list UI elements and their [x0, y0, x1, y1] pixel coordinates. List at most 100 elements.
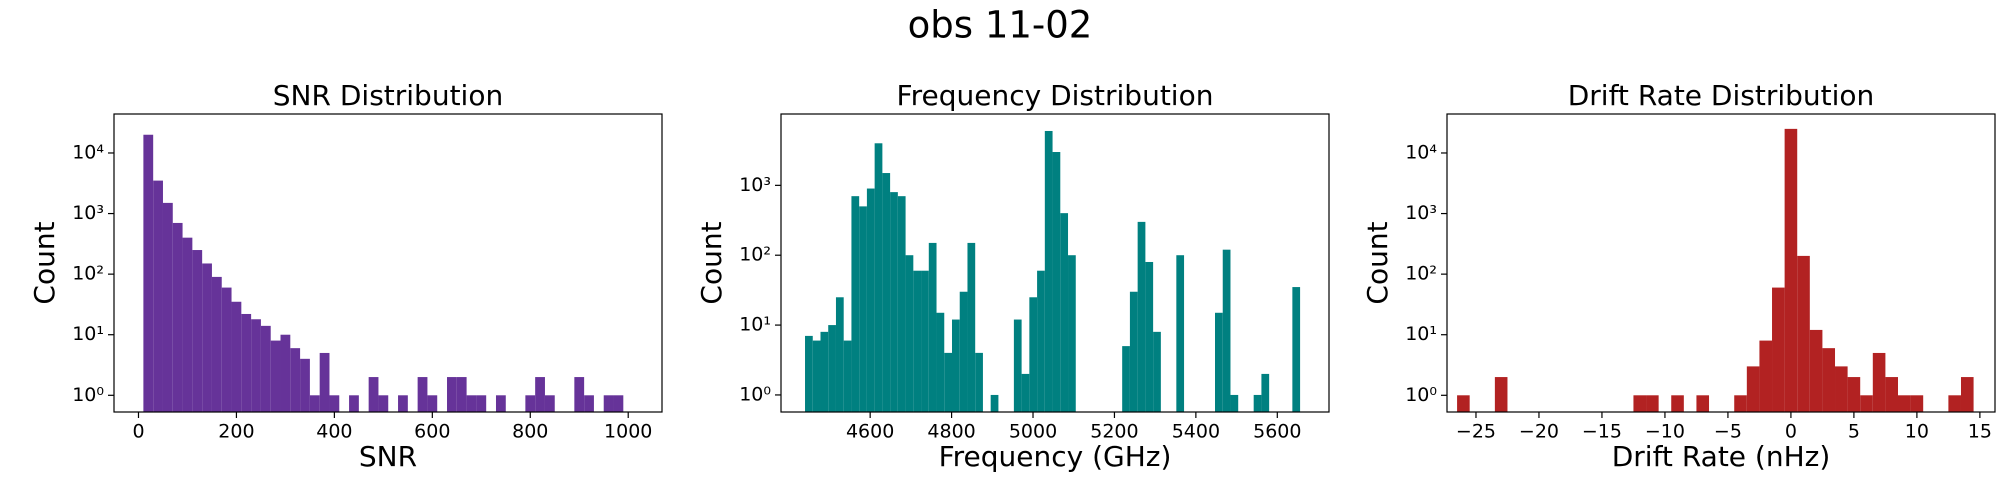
bar — [1948, 395, 1961, 412]
bar — [1860, 395, 1873, 412]
x-tick-label: 0 — [1785, 421, 1797, 443]
bar — [1734, 395, 1747, 412]
bar — [951, 319, 960, 412]
bar — [1960, 377, 1974, 412]
y-axis-label: Count — [1361, 221, 1394, 304]
bar — [1044, 130, 1053, 412]
bar — [211, 276, 222, 412]
y-tick-label: 10⁰ — [1405, 384, 1437, 406]
x-axis-label: SNR — [359, 440, 417, 473]
x-tick-label: −10 — [1645, 421, 1685, 443]
axes-frame — [113, 113, 663, 413]
bar — [613, 395, 624, 412]
bar — [1910, 395, 1924, 412]
bar — [495, 395, 506, 412]
y-tick-label: 10² — [72, 263, 104, 285]
bar — [417, 377, 428, 412]
x-tick-label: 5200 — [1090, 421, 1138, 443]
bar — [349, 395, 359, 412]
bar — [202, 263, 212, 412]
bar — [368, 377, 379, 412]
bar — [574, 377, 585, 412]
x-tick-label: −15 — [1582, 421, 1622, 443]
bar — [843, 340, 852, 412]
bar — [1696, 395, 1710, 412]
y-tick-label: 10¹ — [72, 323, 104, 345]
bar — [990, 394, 999, 412]
y-axis-label: Count — [28, 221, 61, 304]
bar — [1021, 373, 1030, 412]
bar — [378, 395, 389, 412]
axes-title: Frequency Distribution — [897, 79, 1214, 112]
bar — [812, 340, 821, 412]
bar — [535, 377, 545, 412]
bar — [1013, 319, 1022, 412]
y-tick-label: 10³ — [1405, 202, 1437, 224]
bar — [251, 319, 261, 412]
x-tick-label: 5000 — [1009, 421, 1057, 443]
bar — [1897, 395, 1911, 412]
bar — [231, 301, 242, 412]
bar — [1494, 377, 1508, 412]
y-tick-label: 10³ — [739, 174, 771, 196]
bar — [1230, 394, 1239, 412]
bar — [1671, 395, 1684, 412]
x-tick-label: 600 — [414, 421, 450, 443]
x-tick-label: 15 — [1968, 421, 1992, 443]
bar — [427, 395, 438, 412]
bar — [544, 395, 555, 412]
bar — [944, 352, 952, 412]
bar — [241, 313, 252, 412]
x-tick-label: 5 — [1848, 421, 1860, 443]
bar — [1215, 312, 1223, 412]
axes-frame — [1446, 113, 1996, 413]
bar — [1797, 255, 1810, 412]
bar — [1784, 128, 1798, 412]
bar — [1029, 297, 1038, 412]
y-tick-label: 10¹ — [1405, 323, 1437, 345]
x-tick-label: 4800 — [927, 421, 975, 443]
bar — [967, 242, 976, 412]
bar — [928, 242, 937, 412]
x-tick-label: 400 — [316, 421, 352, 443]
y-tick-label: 10³ — [72, 202, 104, 224]
bar — [905, 255, 914, 412]
bar — [1633, 395, 1647, 412]
y-tick-label: 10² — [1405, 263, 1437, 285]
bar — [1129, 291, 1138, 412]
bar — [1809, 329, 1823, 412]
bar — [260, 325, 271, 412]
bar — [1847, 377, 1861, 412]
x-tick-label: −25 — [1456, 421, 1496, 443]
y-axis-label: Count — [695, 221, 728, 304]
bar — [828, 325, 836, 412]
bar — [820, 331, 829, 412]
bar — [913, 270, 922, 412]
x-tick-label: 5400 — [1172, 421, 1220, 443]
bar — [1261, 373, 1270, 412]
bar — [162, 202, 173, 412]
bar — [897, 196, 906, 412]
bar — [805, 335, 813, 412]
x-tick-label: 4600 — [846, 421, 894, 443]
y-tick-label: 10² — [739, 244, 771, 266]
bar — [398, 395, 408, 412]
figure-title: obs 11-02 — [908, 4, 1093, 47]
bar — [975, 352, 983, 412]
bar — [1137, 221, 1146, 412]
bar — [1253, 394, 1262, 412]
bar — [300, 358, 310, 412]
x-tick-label: 5600 — [1253, 421, 1301, 443]
bar — [143, 134, 154, 412]
bar — [309, 395, 320, 412]
axes-title: Drift Rate Distribution — [1568, 79, 1875, 112]
bar — [182, 237, 193, 412]
bar — [1060, 213, 1069, 412]
y-tick-label: 10⁰ — [72, 384, 104, 406]
bar — [1222, 249, 1231, 412]
bar — [1457, 395, 1470, 412]
y-tick-label: 10¹ — [739, 314, 771, 336]
axes-frame — [780, 113, 1330, 413]
bar — [1872, 352, 1886, 412]
bar — [1822, 348, 1836, 412]
